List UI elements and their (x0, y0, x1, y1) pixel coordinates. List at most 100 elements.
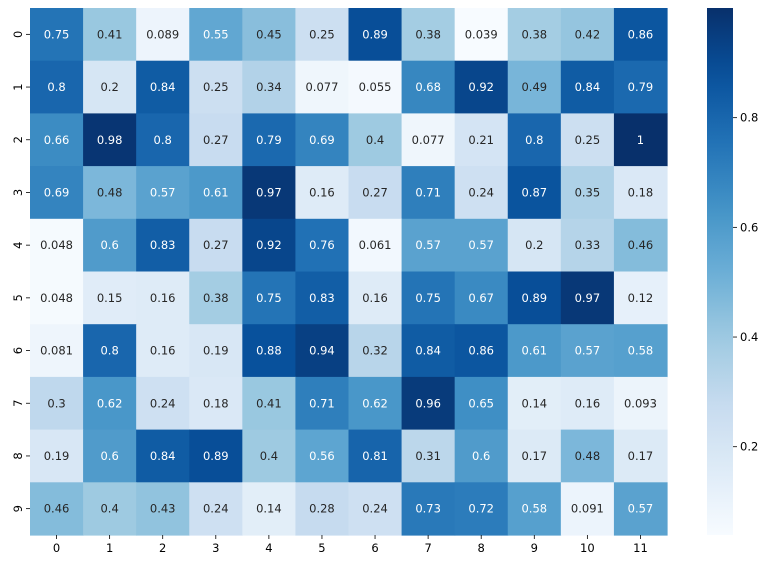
colorbar-tick-label: 0.4 (740, 330, 758, 344)
cell-value-label: 0.58 (521, 502, 547, 516)
cell-value-label: 0.16 (309, 185, 335, 199)
heatmap-cell (189, 166, 243, 220)
colorbar-tick-label: 0.6 (740, 220, 758, 234)
heatmap-cell (30, 166, 84, 220)
cell-value-label: 0.89 (203, 449, 229, 463)
x-tick-label: 0 (53, 541, 60, 555)
cell-value-label: 0.45 (256, 27, 282, 41)
cell-value-label: 0.077 (305, 80, 338, 94)
heatmap-cell (189, 218, 243, 273)
heatmap-cell (30, 271, 84, 325)
cell-value-label: 0.16 (150, 291, 176, 305)
cell-value-label: 0.41 (256, 396, 282, 410)
heatmap-cell (242, 166, 297, 220)
x-tick-label: 7 (424, 541, 431, 555)
cell-value-label: 0.32 (362, 344, 388, 358)
heatmap-cell (613, 218, 668, 273)
cell-value-label: 0.76 (309, 238, 335, 252)
cell-value-label: 0.24 (362, 502, 388, 516)
heatmap-cell (560, 218, 615, 273)
heatmap-cell (613, 324, 668, 378)
cell-value-label: 0.79 (628, 80, 654, 94)
cell-value-label: 0.73 (415, 502, 441, 516)
heatmap-cell (454, 166, 509, 220)
cell-value-label: 0.24 (203, 502, 229, 516)
cell-value-label: 0.27 (203, 133, 229, 147)
cell-value-label: 0.68 (415, 80, 441, 94)
heatmap-cell (401, 324, 456, 378)
cell-value-label: 0.75 (415, 291, 441, 305)
cell-value-label: 0.4 (366, 133, 384, 147)
heatmap-cell (454, 429, 509, 483)
x-tick-label: 2 (159, 541, 166, 555)
heatmap-cell (189, 429, 243, 483)
cell-value-label: 0.62 (97, 396, 123, 410)
cell-value-label: 0.65 (468, 396, 494, 410)
cell-value-label: 0.89 (521, 291, 547, 305)
heatmap-cell (348, 8, 403, 62)
heatmap-cell (613, 60, 668, 114)
cell-value-label: 0.46 (628, 238, 654, 252)
cell-value-label: 0.86 (628, 27, 654, 41)
heatmap-cell (83, 60, 137, 114)
cell-value-label: 0.67 (468, 291, 494, 305)
heatmap-cell (242, 324, 297, 378)
cell-value-label: 0.81 (362, 449, 388, 463)
cell-value-label: 0.25 (203, 80, 229, 94)
cell-value-label: 0.21 (468, 133, 494, 147)
heatmap-cell (560, 8, 615, 62)
heatmap-cell (136, 60, 190, 114)
cell-value-label: 0.089 (146, 27, 179, 41)
heatmap-cell (189, 376, 243, 431)
heatmap-cell (507, 218, 562, 273)
cell-value-label: 0.35 (575, 185, 601, 199)
heatmap-cell (295, 60, 350, 114)
heatmap-cell (136, 429, 190, 483)
heatmap-cell (295, 166, 350, 220)
cell-value-label: 0.48 (97, 185, 123, 199)
heatmap-cell (189, 8, 243, 62)
heatmap-cell (560, 60, 615, 114)
cell-value-label: 0.57 (468, 238, 494, 252)
heatmap-cell (242, 8, 297, 62)
heatmap-cell (613, 376, 668, 431)
cell-value-label: 0.49 (521, 80, 547, 94)
cell-value-label: 0.17 (628, 449, 654, 463)
y-tick-label: 0 (11, 31, 25, 38)
cell-value-label: 0.16 (150, 344, 176, 358)
heatmap-cell (401, 218, 456, 273)
cell-value-label: 0.27 (362, 185, 388, 199)
heatmap-cell (295, 113, 350, 167)
heatmap-cell (136, 376, 190, 431)
cell-value-label: 0.43 (150, 502, 176, 516)
heatmap-cell (348, 482, 403, 536)
cell-value-label: 0.97 (256, 185, 282, 199)
heatmap-cell (189, 60, 243, 114)
cell-value-label: 0.42 (575, 27, 601, 41)
heatmap-cell (83, 482, 137, 536)
heatmap-cell (348, 166, 403, 220)
heatmap-cell (136, 218, 190, 273)
heatmap-cell (507, 8, 562, 62)
cell-value-label: 0.18 (628, 185, 654, 199)
cell-value-label: 0.16 (575, 396, 601, 410)
y-tick-label: 5 (11, 294, 25, 301)
y-tick-label: 3 (11, 189, 25, 196)
cell-value-label: 0.25 (309, 27, 335, 41)
cell-value-label: 0.33 (575, 238, 601, 252)
cell-value-label: 0.56 (309, 449, 335, 463)
heatmap-cell (83, 429, 137, 483)
heatmap-cell (401, 60, 456, 114)
cell-value-label: 0.79 (256, 133, 282, 147)
cell-value-label: 0.92 (468, 80, 494, 94)
heatmap-cell (189, 324, 243, 378)
heatmap-cell (242, 113, 297, 167)
heatmap-cell (560, 166, 615, 220)
heatmap-cell (295, 482, 350, 536)
heatmap-cell (242, 376, 297, 431)
heatmap-cell (401, 482, 456, 536)
x-tick-label: 5 (318, 541, 325, 555)
x-tick-label: 1 (106, 541, 113, 555)
cell-value-label: 0.62 (362, 396, 388, 410)
cell-value-label: 0.2 (525, 238, 543, 252)
